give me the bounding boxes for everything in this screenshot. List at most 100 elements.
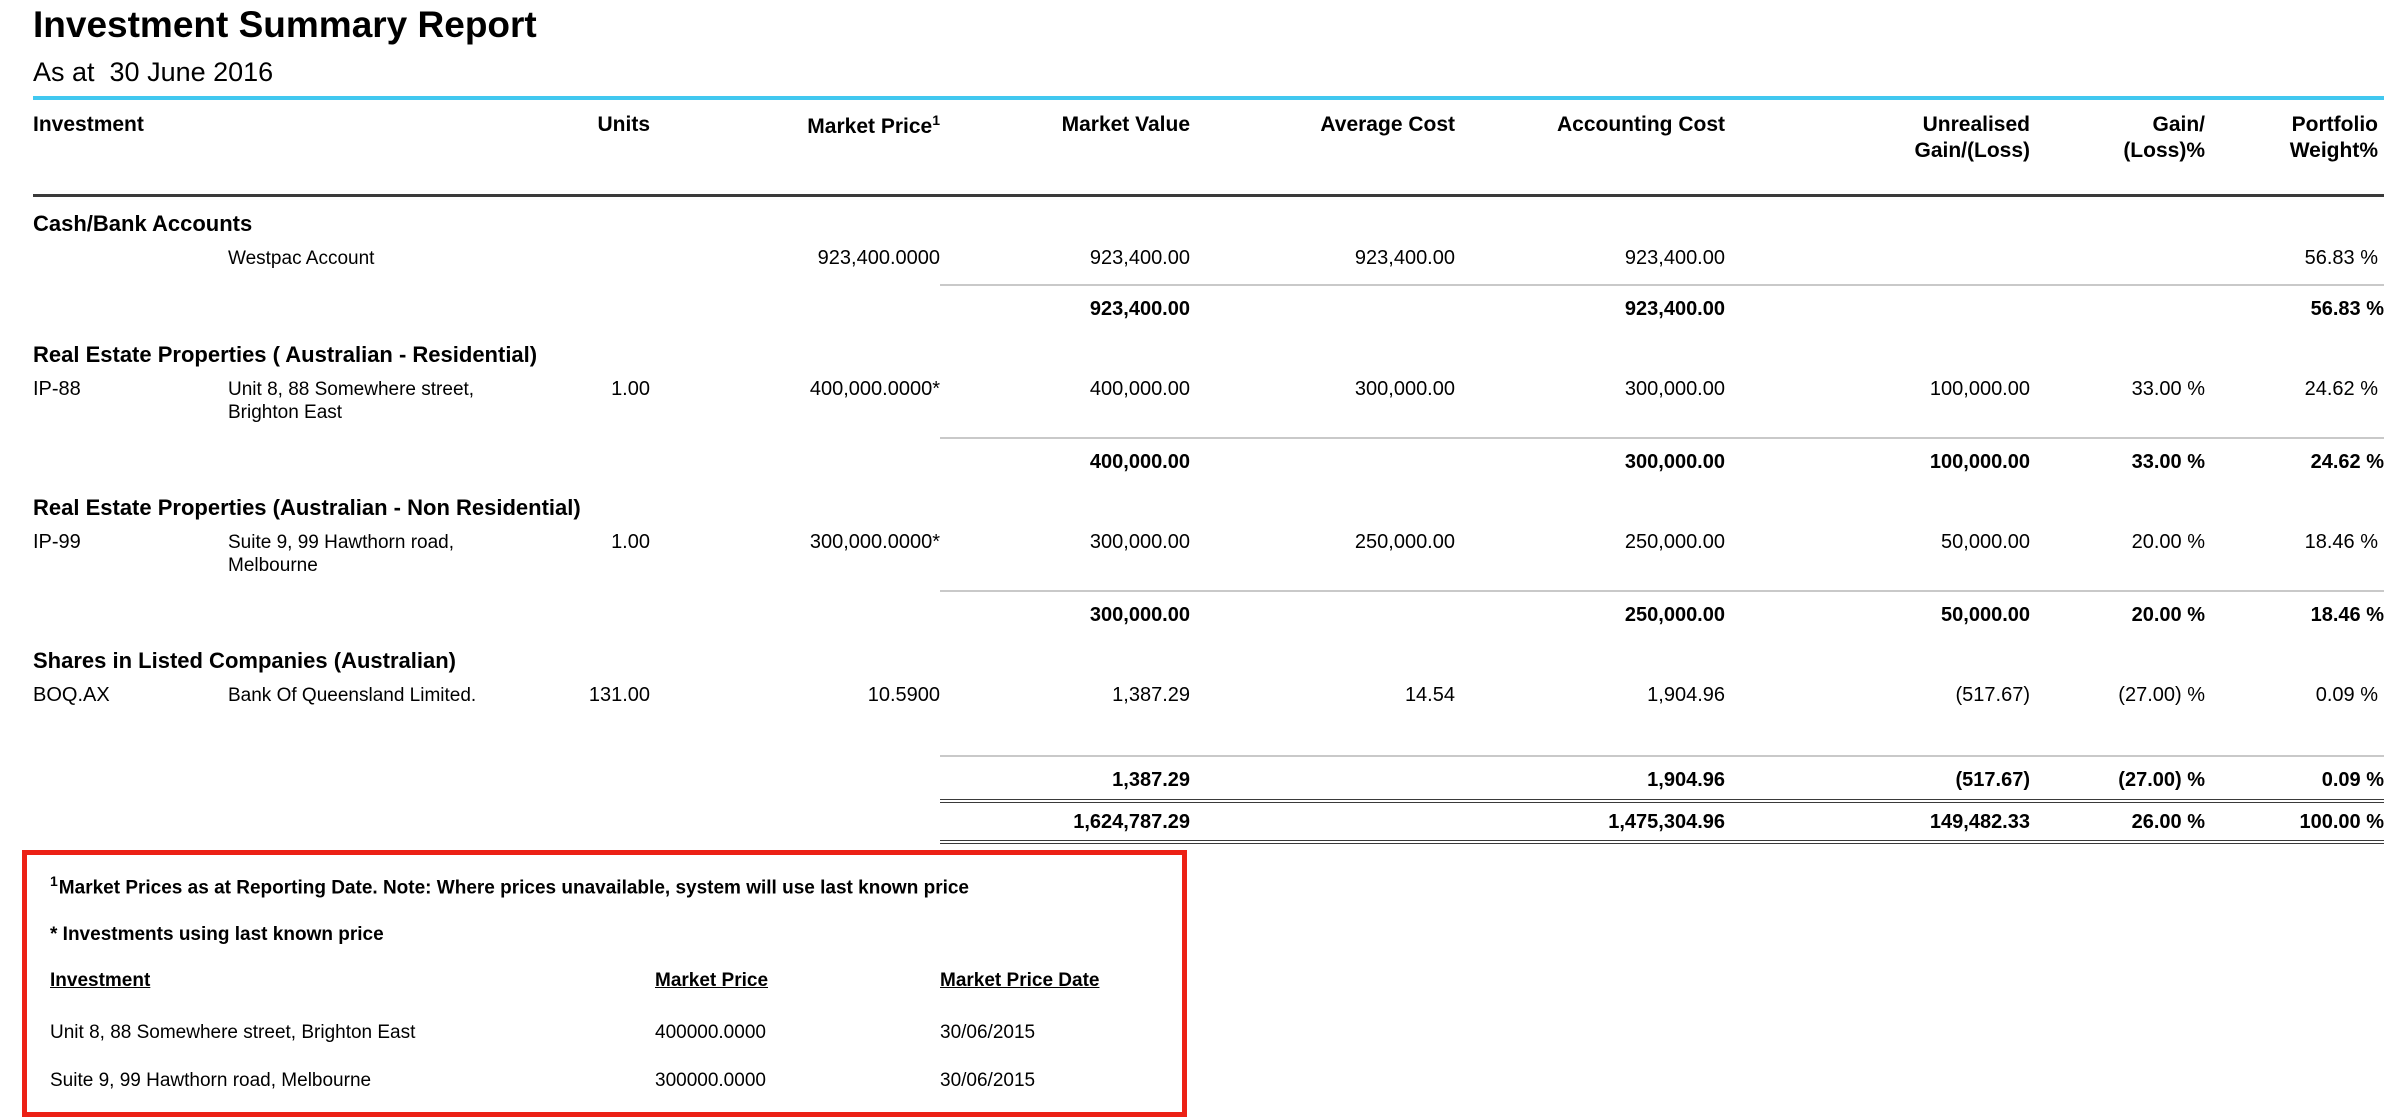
cell-code: BOQ.AX: [33, 683, 110, 706]
cell-unrealised: [1725, 284, 2030, 328]
spacer-row: [33, 721, 2384, 756]
section-heading-row: Cash/Bank Accounts: [33, 195, 2384, 240]
cell-unrealised: [1725, 241, 2030, 286]
cell-code: IP-88: [33, 377, 81, 400]
cell-code: [33, 241, 228, 286]
cell-accounting-cost: 923,400.00: [1455, 284, 1725, 328]
cell-average-cost: 14.54: [1404, 683, 1455, 706]
table-header-row: Investment Units Market Price1 Market Va…: [33, 100, 2384, 196]
cell-market-value: 1,624,787.29: [940, 798, 1190, 845]
price-row-market-price-date: 30/06/2015: [940, 1021, 1036, 1043]
price-row-investment: Suite 9, 99 Hawthorn road, Melbourne: [50, 1069, 372, 1091]
investment-row: Westpac Account 923,400.0000 923,400.00 923…: [33, 241, 2384, 286]
cell-units: [560, 756, 650, 801]
cell-weight: 56.83 %: [2304, 246, 2378, 269]
cell-gain-pct: [2030, 241, 2205, 286]
footnote-marker: 1: [50, 873, 58, 890]
cell-description: Westpac Account: [228, 247, 375, 269]
cell-weight: 0.09 %: [2205, 755, 2384, 801]
section-heading: Real Estate Properties (Australian - Non…: [33, 494, 581, 520]
section-heading: Shares in Listed Companies (Australian): [33, 647, 456, 673]
investment-row: IP-88 Unit 8, 88 Somewhere street, Bright…: [33, 372, 2384, 438]
cell-code: [33, 438, 228, 481]
cell-accounting-cost: 1,904.96: [1455, 755, 1725, 801]
cell-description: [228, 801, 560, 843]
grand-total-row: 1,624,787.29 1,475,304.96 149,482.33 26.00 …: [33, 798, 2384, 845]
investment-row: BOQ.AX Bank Of Queensland Limited. 131.00 1…: [33, 678, 2384, 722]
cell-description: Suite 9, 99 Hawthorn road, Melbourne: [228, 531, 455, 576]
cell-market-price: 923,400.0000: [817, 246, 940, 269]
cell-code: IP-99: [33, 530, 81, 553]
footnote-market-prices-text: Market Prices as at Reporting Date. Note…: [58, 877, 969, 899]
cell-units: [560, 285, 650, 328]
cell-average-cost: 250,000.00: [1354, 530, 1455, 553]
cell-market-price: [650, 801, 940, 843]
section-heading-row: Real Estate Properties ( Australian - Re…: [33, 328, 2384, 372]
cell-gain-pct: 33.00 %: [2131, 377, 2205, 400]
cell-average-cost: [1190, 284, 1455, 328]
cell-units: [560, 241, 650, 286]
price-table-row: Suite 9, 99 Hawthorn road, Melbourne 300…: [50, 1070, 1162, 1092]
cell-gain-pct: (27.00) %: [2118, 683, 2205, 706]
cell-market-value: 1,387.29: [1112, 683, 1190, 706]
cell-weight: 18.46 %: [2205, 589, 2384, 634]
cell-weight: 24.62 %: [2304, 377, 2378, 400]
cell-unrealised: 50,000.00: [1941, 530, 2030, 553]
cell-accounting-cost: 1,904.96: [1647, 683, 1725, 706]
cell-units: [560, 591, 650, 634]
price-row-market-price: 400000.0000: [655, 1021, 766, 1043]
price-table-header-market-price-date: Market Price Date: [940, 969, 1100, 991]
section-heading-row: Real Estate Properties (Australian - Non…: [33, 481, 2384, 525]
column-header-units: Units: [597, 112, 651, 136]
cell-weight: 100.00 %: [2205, 798, 2384, 845]
cell-weight: 0.09 %: [2315, 683, 2378, 706]
cell-market-price: [650, 591, 940, 634]
cell-code: [33, 756, 228, 801]
accent-rule: [33, 95, 2384, 100]
column-header-investment: Investment: [33, 112, 144, 136]
price-table-row: Unit 8, 88 Somewhere street, Brighton Ea…: [50, 1022, 1162, 1044]
column-header-average-cost: Average Cost: [1320, 112, 1455, 136]
cell-accounting-cost: 250,000.00: [1455, 589, 1725, 634]
price-row-investment: Unit 8, 88 Somewhere street, Brighton Ea…: [50, 1021, 416, 1043]
cell-code: [33, 285, 228, 328]
column-header-gain-loss-pct: Gain/ (Loss)%: [2123, 112, 2205, 162]
last-known-price-table: Investment Market Price Market Price Dat…: [50, 970, 1162, 1092]
price-row-market-price-date: 30/06/2015: [940, 1069, 1036, 1091]
cell-gain-pct: 20.00 %: [2030, 589, 2205, 634]
cell-gain-pct: 20.00 %: [2131, 530, 2205, 553]
cell-market-value: 300,000.00: [940, 589, 1190, 634]
cell-average-cost: 300,000.00: [1354, 377, 1455, 400]
section-heading-row: Shares in Listed Companies (Australian): [33, 634, 2384, 678]
cell-weight: 18.46 %: [2304, 530, 2378, 553]
cell-average-cost: [1190, 589, 1455, 634]
price-table-header-investment: Investment: [50, 969, 151, 991]
cell-code: [33, 801, 228, 843]
report-title: Investment Summary Report: [33, 4, 537, 45]
cell-units: 1.00: [611, 530, 650, 553]
column-header-portfolio-weight: Portfolio Weight%: [2289, 112, 2378, 162]
column-header-market-price: Market Price1: [650, 100, 940, 196]
cell-description: Bank Of Queensland Limited.: [228, 684, 477, 706]
cell-average-cost: 923,400.00: [1354, 246, 1455, 269]
cell-market-price: 300,000.0000*: [809, 530, 940, 553]
cell-market-value: 400,000.00: [1089, 377, 1190, 400]
cell-gain-pct: [2030, 284, 2205, 328]
cell-market-price: 10.5900: [867, 683, 940, 706]
cell-unrealised: 100,000.00: [1725, 437, 2030, 481]
report-date: As at 30 June 2016: [33, 56, 274, 87]
cell-description: [228, 591, 560, 634]
cell-market-price: [650, 438, 940, 481]
footnote-market-prices: 1Market Prices as at Reporting Date. Not…: [50, 873, 1162, 899]
cell-unrealised: 100,000.00: [1929, 377, 2030, 400]
price-table-header-market-price: Market Price: [655, 969, 769, 991]
section-subtotal-row: 300,000.00 250,000.00 50,000.00 20.00 % 18.4…: [33, 589, 2384, 634]
cell-gain-pct: 33.00 %: [2030, 437, 2205, 481]
cell-accounting-cost: 923,400.00: [1624, 246, 1725, 269]
section-subtotal-row: 1,387.29 1,904.96 (517.67) (27.00) % 0.09 %: [33, 755, 2384, 801]
cell-accounting-cost: 300,000.00: [1624, 377, 1725, 400]
cell-market-price: 400,000.0000*: [809, 377, 940, 400]
price-row-market-price: 300000.0000: [655, 1069, 766, 1091]
cell-accounting-cost: 250,000.00: [1624, 530, 1725, 553]
